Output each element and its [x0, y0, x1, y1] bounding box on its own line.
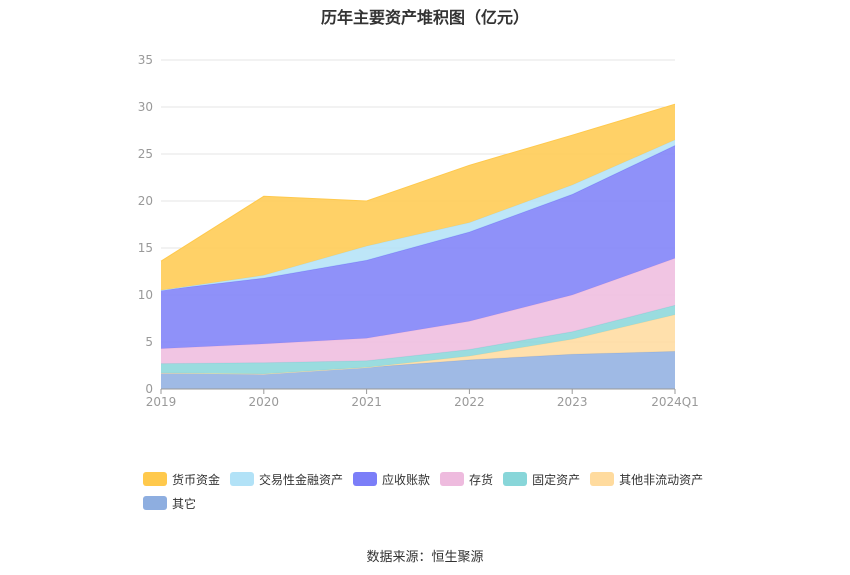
area-固定资产	[161, 305, 675, 374]
x-tick-label: 2023	[557, 395, 588, 409]
area-应收账款	[161, 145, 675, 349]
x-tick-label: 2021	[351, 395, 382, 409]
y-tick-label: 20	[138, 194, 153, 208]
x-tick-label: 2024Q1	[651, 395, 699, 409]
legend-item[interactable]: 交易性金融资产	[230, 470, 343, 488]
legend-item[interactable]: 存货	[440, 470, 493, 488]
axes: 0 5 10 15 20 25 30 35 2019 2020 2021 2022 2023 2024Q1	[138, 53, 699, 409]
legend-item[interactable]: 固定资产	[503, 470, 580, 488]
y-tick-label: 30	[138, 100, 153, 114]
legend-item[interactable]: 应收账款	[353, 470, 430, 488]
x-tick-label: 2020	[249, 395, 280, 409]
area-series	[160, 103, 676, 389]
y-tick-label: 15	[138, 241, 153, 255]
legend-label: 交易性金融资产	[259, 472, 344, 487]
x-tick-label: 2022	[454, 395, 485, 409]
y-tick-label: 0	[145, 382, 153, 396]
legend-swatch	[143, 472, 167, 486]
legend-item[interactable]: 其它	[143, 494, 196, 512]
legend-label: 存货	[469, 472, 494, 487]
area-货币资金	[161, 104, 675, 291]
y-tick-label: 35	[138, 53, 153, 67]
legend-swatch	[440, 472, 465, 486]
x-tick-label: 2019	[146, 395, 177, 409]
y-tick-label: 10	[138, 288, 153, 302]
area-其它	[161, 351, 675, 389]
legend: 货币资金 交易性金融资产 应收账款 存货 固定资产 其他非流动资产其它	[143, 470, 743, 512]
legend-label: 固定资产	[532, 472, 581, 487]
legend-swatch	[143, 496, 167, 510]
legend-label: 应收账款	[382, 472, 431, 487]
legend-label: 货币资金	[172, 472, 221, 487]
area-存货	[161, 258, 675, 364]
y-tick-label: 5	[145, 335, 153, 349]
chart-title: 历年主要资产堆积图（亿元）	[320, 8, 529, 27]
legend-swatch	[353, 472, 378, 486]
legend-swatch	[503, 472, 528, 486]
area-edge-货币资金	[160, 103, 676, 262]
data-source: 数据来源：恒生聚源	[366, 550, 484, 565]
legend-item[interactable]: 货币资金	[143, 470, 220, 488]
legend-swatch	[590, 472, 615, 486]
y-tick-label: 25	[138, 147, 153, 161]
legend-swatch	[230, 472, 255, 486]
legend-label: 其他非流动资产	[619, 472, 704, 487]
legend-label: 其它	[172, 496, 197, 511]
legend-item[interactable]: 其他非流动资产	[590, 470, 703, 488]
